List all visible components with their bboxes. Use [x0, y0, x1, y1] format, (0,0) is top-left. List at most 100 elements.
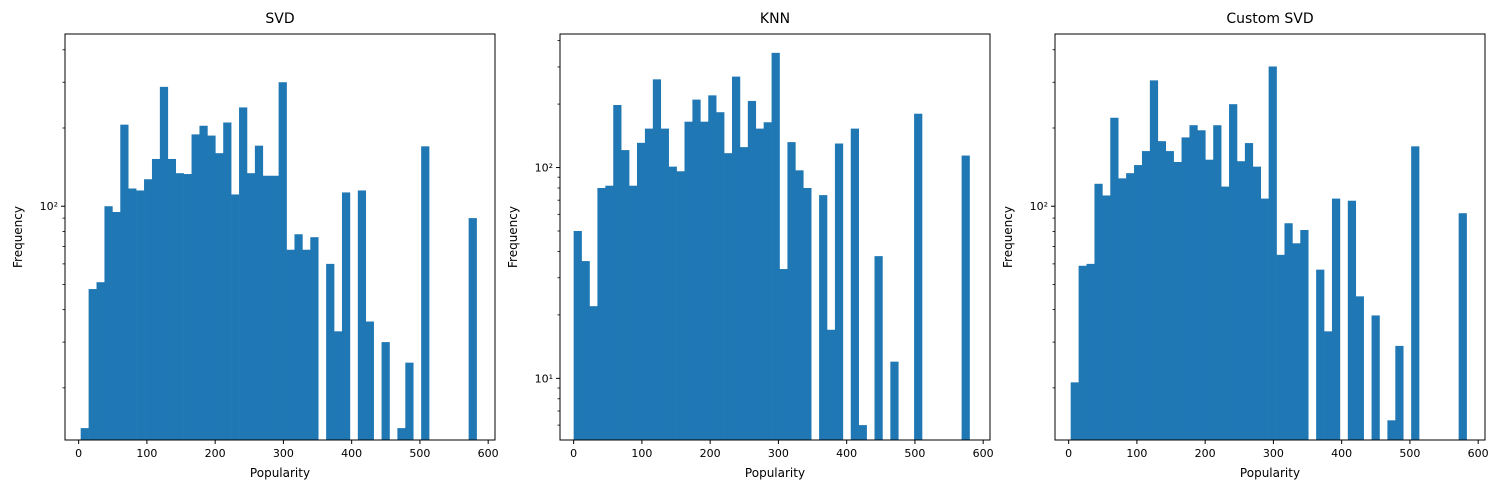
histogram-bar — [1324, 331, 1333, 440]
histogram-bar — [1189, 125, 1198, 441]
x-tick-label: 0 — [570, 447, 577, 460]
histogram-bar — [1205, 159, 1214, 440]
histogram-bar — [1276, 254, 1285, 440]
x-tick-label: 300 — [273, 447, 294, 460]
y-axis-label: Frequency — [1001, 206, 1015, 268]
histogram-bar — [397, 428, 406, 440]
histogram-bar — [262, 175, 272, 440]
histogram-bar — [1110, 117, 1119, 440]
histogram-bar — [755, 128, 764, 441]
histogram-bar — [827, 329, 836, 440]
histogram-bar — [660, 128, 669, 441]
histogram-bar — [779, 269, 788, 440]
histogram-bar — [1387, 420, 1396, 440]
histogram-bar — [120, 124, 129, 440]
subplot-knn: KNN Popularity Frequency 0 100 200 300 400 50… — [506, 11, 994, 480]
histogram-bar — [151, 158, 161, 440]
histogram-bar — [310, 237, 319, 440]
histogram-bar — [739, 147, 749, 441]
histogram-bar — [88, 289, 97, 440]
x-tick-label: 500 — [409, 447, 430, 460]
x-tick-label: 100 — [1126, 447, 1147, 460]
ticks: 0 100 200 300 400 500 600 10² — [1030, 49, 1488, 460]
histogram-bar — [231, 194, 240, 440]
histogram-bar — [763, 122, 772, 440]
histogram-bar — [302, 249, 311, 440]
histogram-bar — [326, 263, 335, 440]
histogram-bar — [1331, 198, 1341, 440]
histogram-bar — [1221, 186, 1230, 440]
histogram-bar — [1134, 165, 1143, 440]
histogram-bar — [270, 175, 279, 440]
histogram-bar — [144, 179, 153, 440]
histogram-bar — [1070, 382, 1079, 440]
histogram-bar — [858, 425, 867, 440]
histogram-bar — [1355, 296, 1364, 440]
chart-title: Custom SVD — [1226, 11, 1313, 27]
x-tick-label: 300 — [768, 447, 789, 460]
histogram-bar — [597, 187, 606, 440]
x-tick-label: 400 — [836, 447, 857, 460]
x-tick-label: 600 — [478, 447, 499, 460]
x-tick-label: 0 — [75, 447, 82, 460]
y-tick-label: 10² — [40, 200, 58, 213]
x-tick-label: 600 — [1468, 447, 1488, 460]
histogram-bar — [874, 256, 883, 440]
histogram-bar — [787, 142, 796, 440]
histogram-bar — [747, 100, 757, 441]
y-tick-label: 10² — [1030, 200, 1048, 213]
histogram-bar — [621, 150, 630, 440]
histogram-bar — [1395, 345, 1404, 440]
x-tick-label: 400 — [1331, 447, 1352, 460]
histogram-bar — [961, 155, 970, 441]
x-tick-label: 200 — [1195, 447, 1216, 460]
subplot-custom-svd: Custom SVD Popularity Frequency 0 100 200 3… — [1001, 11, 1488, 480]
histogram-bar — [1244, 143, 1254, 440]
histogram-bar — [1094, 183, 1103, 440]
histogram-bar — [644, 128, 654, 441]
histogram-bar — [1268, 66, 1277, 440]
histogram-bar — [405, 362, 414, 440]
histogram-bar — [819, 195, 828, 440]
histogram-bar — [1316, 269, 1325, 440]
histogram-bar — [732, 76, 741, 441]
histogram-bar — [1260, 198, 1269, 440]
bars — [573, 52, 970, 441]
x-tick-label: 500 — [1399, 447, 1420, 460]
histogram-bar — [676, 171, 685, 440]
histogram-bar — [1165, 151, 1174, 440]
histogram-bar — [278, 82, 287, 441]
ticks: 0 100 200 300 400 500 600 10² — [40, 49, 499, 460]
chart-title: KNN — [760, 11, 790, 27]
y-tick-label: 10¹ — [535, 372, 553, 385]
histogram-bar — [700, 121, 709, 440]
histogram-bar — [286, 249, 295, 440]
histogram-bar — [421, 146, 430, 440]
histogram-bar — [207, 135, 216, 440]
histogram-bar — [1300, 230, 1309, 440]
histogram-bar — [1126, 173, 1135, 440]
axes-frame — [64, 33, 496, 441]
histogram-bar — [850, 128, 859, 441]
histogram-bar — [80, 428, 89, 440]
histogram-bar — [1411, 146, 1420, 440]
histogram-bar — [254, 145, 264, 440]
histogram-bar — [914, 113, 923, 440]
histogram-bar — [834, 143, 844, 440]
histogram-bar — [1118, 178, 1127, 441]
histogram-bar — [1229, 104, 1238, 441]
histogram-bar — [1173, 161, 1182, 441]
x-axis-label: Popularity — [250, 466, 310, 480]
histogram-bar — [104, 206, 113, 440]
histogram-bar — [191, 134, 200, 440]
histogram-bar — [1149, 80, 1159, 441]
histogram-bar — [795, 170, 804, 440]
histogram-bar — [724, 153, 733, 441]
histogram-bar — [684, 121, 693, 440]
x-tick-label: 100 — [136, 447, 157, 460]
histogram-bar — [629, 185, 638, 440]
x-tick-label: 400 — [341, 447, 362, 460]
histogram-bar — [1157, 141, 1167, 440]
histogram-bar — [1102, 195, 1111, 440]
bars — [80, 82, 477, 441]
